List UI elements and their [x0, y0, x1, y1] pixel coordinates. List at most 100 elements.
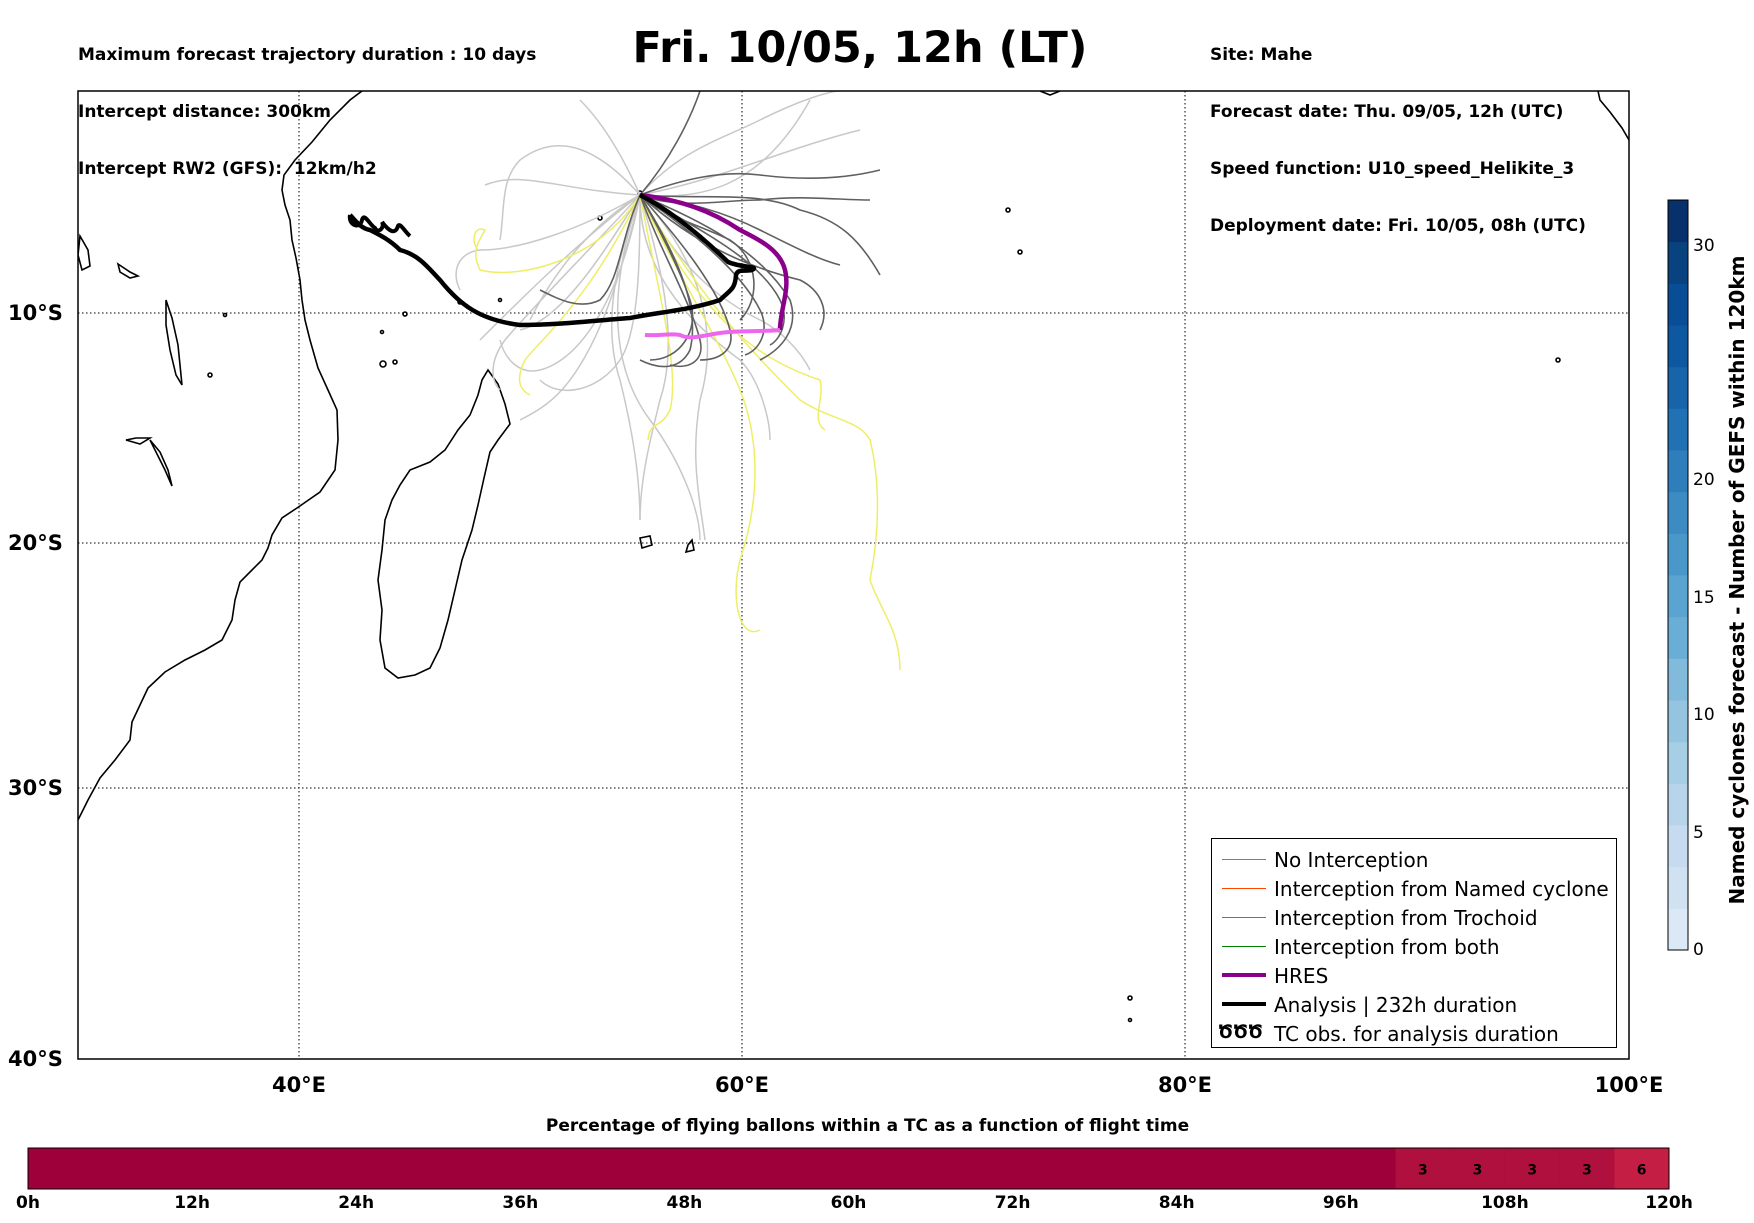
colorbar-segment: [1668, 741, 1688, 784]
legend-swatch: [1222, 1002, 1266, 1006]
percentage-bar-tick: 36h: [502, 1193, 539, 1213]
legend-item-hres: HRES: [1212, 961, 1616, 990]
tc-obs-symbol-icon: ԾԾԾ: [1218, 1021, 1263, 1043]
legend-label: HRES: [1274, 964, 1329, 988]
percentage-bar-tick: 12h: [174, 1193, 210, 1213]
percentage-bar: 3 3 3 3 6: [27, 1147, 1670, 1190]
percentage-cell: [1395, 1148, 1451, 1189]
percentage-bar-tick: 48h: [666, 1193, 703, 1213]
percentage-bar-tick: 120h: [1645, 1193, 1693, 1213]
ensemble-light-tracks: [455, 91, 861, 541]
colorbar-segment: [1668, 908, 1688, 951]
colorbar-tick: 10: [1693, 705, 1715, 725]
header-right: Site: Mahe Forecast date: Thu. 09/05, 12…: [1210, 8, 1586, 255]
lon-tick-80e: 80°E: [1158, 1073, 1212, 1097]
percentage-cell-value: 3: [1527, 1163, 1537, 1179]
legend-swatch: [1222, 859, 1266, 860]
africa-coastline: [78, 91, 363, 821]
percentage-bar-tick: 60h: [830, 1193, 867, 1213]
lat-tick-40s: 40°S: [8, 1047, 63, 1071]
percentage-bar-title: Percentage of flying ballons within a TC…: [545, 1116, 1190, 1136]
colorbar-segment: [1668, 283, 1688, 326]
percentage-bar-tick: 108h: [1481, 1193, 1529, 1213]
legend-swatch: [1222, 888, 1266, 889]
forecast-date-text: Forecast date: Thu. 09/05, 12h (UTC): [1210, 102, 1564, 122]
legend-item-trochoid: Interception from Trochoid: [1212, 903, 1616, 932]
lon-tick-100e: 100°E: [1595, 1073, 1664, 1097]
lat-tick-10s: 10°S: [8, 301, 63, 325]
page-title: Fri. 10/05, 12h (LT): [632, 23, 1088, 73]
lon-tick-60e: 60°E: [715, 1073, 769, 1097]
legend-item-named-cyclone: Interception from Named cyclone: [1212, 874, 1616, 903]
colorbar-label: Named cyclones forecast - Number of GEFS…: [1725, 255, 1749, 905]
legend-label: Interception from Trochoid: [1274, 906, 1538, 930]
percentage-cell: [1559, 1148, 1615, 1189]
colorbar-segment: [1668, 241, 1688, 284]
percentage-cell: [1614, 1148, 1669, 1189]
legend-swatch: [1222, 917, 1266, 918]
colorbar-tick: 30: [1693, 236, 1715, 256]
legend-swatch: [1222, 946, 1266, 947]
map-frame: [77, 90, 1630, 1060]
percentage-bar-tick: 0h: [16, 1193, 40, 1213]
colorbar-segment: [1668, 533, 1688, 576]
colorbar: [1667, 199, 1689, 951]
colorbar-segment: [1668, 658, 1688, 701]
legend-item-tc-obs: ԾԾԾ TC obs. for analysis duration: [1212, 1019, 1616, 1048]
speed-function-text: Speed function: U10_speed_Helikite_3: [1210, 159, 1575, 179]
colorbar-tick: 15: [1693, 588, 1715, 608]
legend-item-no-interception: No Interception: [1212, 845, 1616, 874]
percentage-bar-tick: 72h: [994, 1193, 1031, 1213]
legend-label: TC obs. for analysis duration: [1274, 1022, 1559, 1046]
percentage-bar-tick: 96h: [1322, 1193, 1359, 1213]
legend-swatch: [1222, 973, 1266, 977]
percentage-cell: [1450, 1148, 1505, 1189]
colorbar-segment: [1668, 616, 1688, 659]
legend-item-both: Interception from both: [1212, 932, 1616, 961]
colorbar-segment: [1668, 450, 1688, 493]
colorbar-segment: [1668, 491, 1688, 534]
max-duration-text: Maximum forecast trajectory duration : 1…: [78, 45, 537, 65]
colorbar-segment: [1668, 575, 1688, 618]
hres-track-late: [644, 328, 781, 340]
intercept-rw2-text: Intercept RW2 (GFS): 12km/h2: [78, 159, 377, 179]
percentage-cell: [1504, 1148, 1560, 1189]
colorbar-segment: [1668, 200, 1688, 243]
ensemble-yellow-tracks: [473, 194, 901, 671]
site-text: Site: Mahe: [1210, 45, 1313, 65]
madagascar-coastline: [377, 368, 511, 679]
colorbar-segment: [1668, 825, 1688, 868]
legend-item-analysis: Analysis | 232h duration: [1212, 990, 1616, 1019]
tc-obs-loops: [347, 214, 412, 238]
legend-label: Interception from both: [1274, 935, 1500, 959]
hres-track: [639, 192, 789, 331]
lat-tick-20s: 20°S: [8, 531, 63, 555]
ensemble-dark-tracks: [539, 91, 881, 368]
percentage-cell-value: 6: [1637, 1163, 1647, 1179]
colorbar-tick: 20: [1693, 470, 1715, 490]
lon-tick-40e: 40°E: [272, 1073, 326, 1097]
percentage-bar-tick: 24h: [338, 1193, 375, 1213]
percentage-bar-tick: 84h: [1158, 1193, 1195, 1213]
lon-ticks: 40°E 60°E 80°E 100°E: [272, 1073, 1663, 1097]
legend-label: Analysis | 232h duration: [1274, 993, 1518, 1017]
coastlines: [78, 91, 1629, 1023]
colorbar-frame: [1667, 199, 1689, 951]
legend-label: No Interception: [1274, 848, 1429, 872]
percentage-cell-value: 3: [1582, 1163, 1592, 1179]
colorbar-segment: [1668, 366, 1688, 409]
colorbar-segment: [1668, 408, 1688, 451]
deployment-date-text: Deployment date: Fri. 10/05, 08h (UTC): [1210, 216, 1586, 236]
colorbar-segment: [1668, 700, 1688, 743]
legend-label: Interception from Named cyclone: [1274, 877, 1609, 901]
legend: No Interception Interception from Named …: [1211, 838, 1617, 1048]
colorbar-tick: 5: [1693, 823, 1704, 843]
colorbar-tick: 0: [1693, 940, 1704, 960]
map-gridlines: [78, 91, 1629, 1059]
percentage-cell-value: 3: [1473, 1163, 1483, 1179]
percentage-cell-value: 3: [1418, 1163, 1428, 1179]
colorbar-segment: [1668, 783, 1688, 826]
lat-tick-30s: 30°S: [8, 776, 63, 800]
lat-ticks: 10°S 20°S 30°S 40°S: [8, 301, 63, 1071]
